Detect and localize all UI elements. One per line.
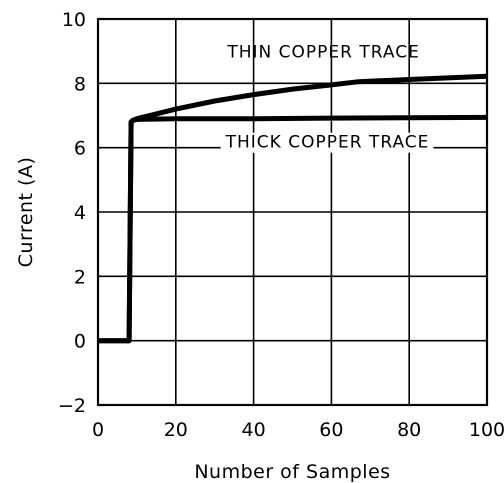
series-line-thick xyxy=(98,114,488,344)
series-label-background xyxy=(220,132,434,153)
tick-labels: 0 20 40 60 80 100 −2 0 2 4 6 8 10 xyxy=(58,9,504,441)
x-tick-label: 40 xyxy=(242,419,266,441)
series-label-thin: THIN COPPER TRACE xyxy=(226,43,419,63)
x-tick-label: 20 xyxy=(164,419,188,441)
plot-frame xyxy=(96,17,489,407)
y-axis-label: Current (A) xyxy=(15,157,37,268)
y-tick-label: 4 xyxy=(74,202,86,224)
x-axis-label: Number of Samples xyxy=(194,461,390,483)
series-label-thick: THICK COPPER TRACE xyxy=(225,133,430,153)
series-labels: THIN COPPER TRACE THICK COPPER TRACE xyxy=(220,43,434,153)
x-tick-label: 60 xyxy=(319,419,343,441)
y-tick-label: 10 xyxy=(62,9,86,31)
series-lines xyxy=(98,73,488,344)
x-tick-label: 100 xyxy=(469,419,504,441)
y-tick-label: −2 xyxy=(58,395,86,417)
y-tick-label: 8 xyxy=(74,73,86,95)
y-tick-label: 2 xyxy=(74,266,86,288)
x-tick-label: 0 xyxy=(92,419,104,441)
y-tick-label: 6 xyxy=(74,138,86,160)
x-tick-label: 80 xyxy=(397,419,421,441)
y-tick-label: 0 xyxy=(74,331,86,353)
